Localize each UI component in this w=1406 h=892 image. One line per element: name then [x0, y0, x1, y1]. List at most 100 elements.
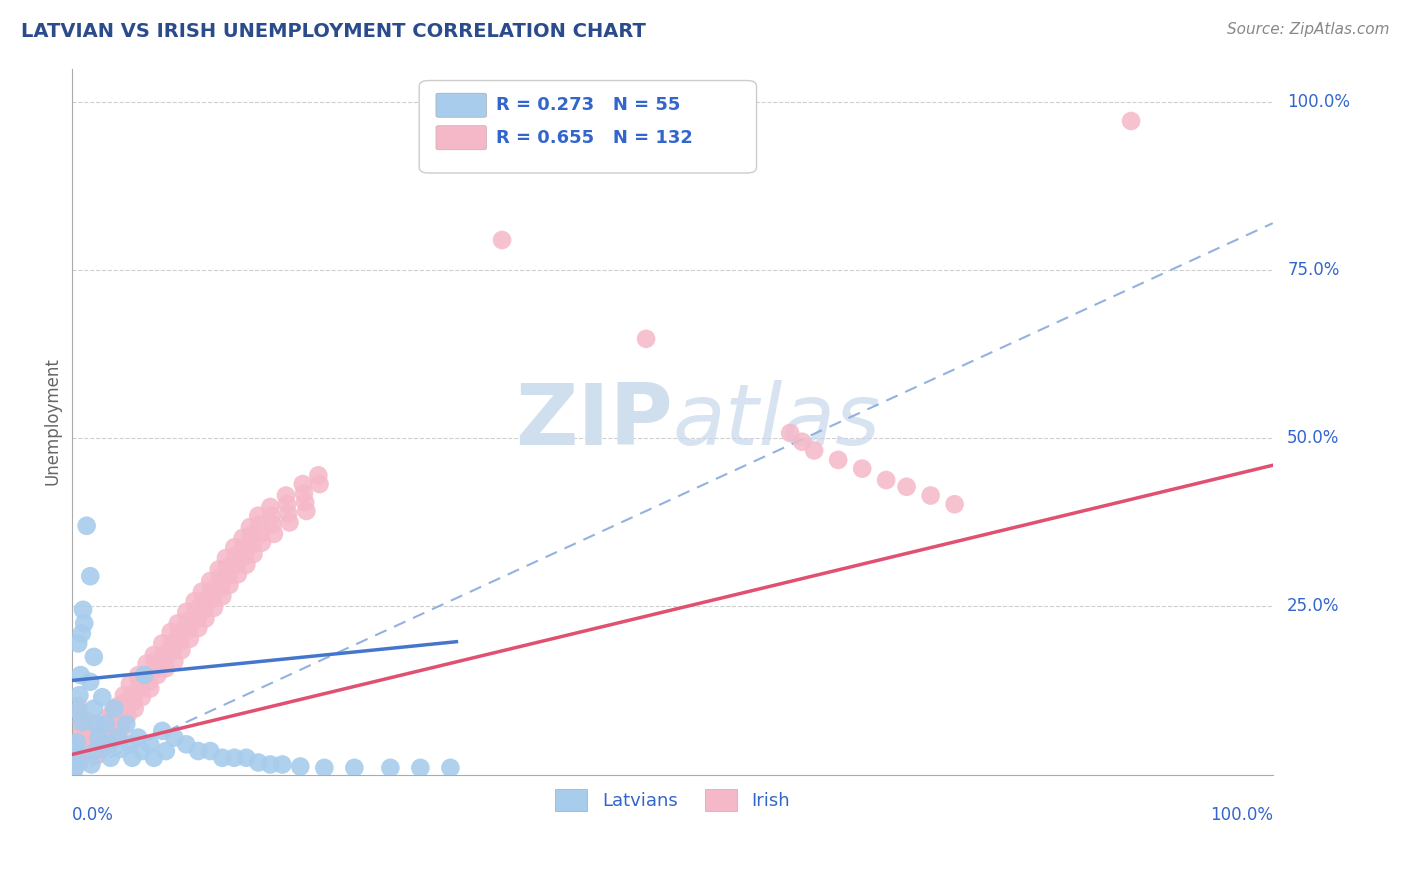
Point — [96, 719, 118, 733]
Point — [167, 616, 190, 631]
Text: 100.0%: 100.0% — [1209, 806, 1272, 824]
Point — [65, 719, 87, 733]
Point — [110, 713, 132, 727]
Text: R = 0.655   N = 132: R = 0.655 N = 132 — [496, 128, 693, 146]
Point — [101, 713, 124, 727]
Point — [110, 742, 132, 756]
Point — [263, 526, 285, 541]
Point — [76, 518, 98, 533]
Point — [70, 626, 93, 640]
Point — [83, 726, 105, 740]
Point — [292, 486, 315, 500]
Point — [169, 634, 191, 648]
Point — [118, 677, 141, 691]
Point — [129, 681, 152, 696]
Point — [150, 636, 173, 650]
Point — [235, 751, 257, 765]
Point — [201, 591, 224, 606]
Point — [167, 625, 190, 640]
Point — [218, 578, 240, 592]
Point — [215, 551, 238, 566]
Point — [63, 757, 86, 772]
Point — [117, 708, 139, 723]
Point — [225, 558, 247, 572]
Point — [65, 739, 87, 754]
Point — [155, 744, 177, 758]
Text: 25.0%: 25.0% — [1286, 598, 1340, 615]
Point — [100, 751, 122, 765]
Point — [271, 757, 294, 772]
Point — [115, 701, 138, 715]
Point — [63, 731, 86, 745]
Point — [343, 761, 366, 775]
Point — [209, 581, 232, 595]
Point — [94, 717, 117, 731]
Point — [409, 761, 432, 775]
Point — [134, 668, 156, 682]
Point — [138, 674, 160, 689]
Point — [97, 737, 120, 751]
Point — [84, 739, 107, 754]
Text: LATVIAN VS IRISH UNEMPLOYMENT CORRELATION CHART: LATVIAN VS IRISH UNEMPLOYMENT CORRELATIO… — [21, 22, 645, 41]
Point — [193, 603, 215, 617]
Point — [76, 719, 98, 733]
Point — [139, 681, 162, 696]
Point — [294, 495, 316, 509]
Point — [191, 594, 214, 608]
Point — [127, 731, 149, 745]
Point — [70, 726, 93, 740]
Point — [142, 648, 165, 662]
Point — [314, 761, 336, 775]
Point — [184, 603, 207, 617]
Point — [290, 759, 312, 773]
Point — [108, 706, 131, 720]
Point — [131, 744, 153, 758]
Point — [240, 529, 263, 543]
Y-axis label: Unemployment: Unemployment — [44, 358, 60, 485]
Point — [67, 688, 90, 702]
Point — [90, 732, 112, 747]
Point — [107, 731, 129, 745]
Point — [274, 489, 297, 503]
Point — [145, 661, 167, 675]
Point — [136, 668, 159, 682]
Text: atlas: atlas — [672, 380, 880, 463]
Point — [232, 541, 254, 555]
Point — [208, 571, 231, 585]
Point — [87, 719, 110, 733]
Point — [792, 434, 814, 449]
FancyBboxPatch shape — [436, 94, 486, 117]
Point — [63, 762, 86, 776]
Point — [291, 477, 314, 491]
Point — [240, 538, 263, 552]
Point — [260, 508, 283, 523]
Point — [250, 535, 273, 549]
Point — [896, 480, 918, 494]
Point — [191, 584, 214, 599]
Point — [920, 489, 942, 503]
Point — [75, 748, 97, 763]
Point — [67, 704, 90, 718]
Point — [122, 695, 145, 709]
Point — [66, 710, 89, 724]
Point — [91, 690, 114, 705]
Text: 0.0%: 0.0% — [72, 806, 114, 824]
Point — [233, 549, 256, 563]
Point — [200, 574, 222, 588]
Point — [67, 756, 90, 770]
Text: ZIP: ZIP — [515, 380, 672, 463]
Text: 100.0%: 100.0% — [1286, 93, 1350, 112]
Point — [170, 643, 193, 657]
Point — [163, 731, 186, 745]
Point — [242, 547, 264, 561]
Text: Source: ZipAtlas.com: Source: ZipAtlas.com — [1226, 22, 1389, 37]
Point — [115, 717, 138, 731]
Text: R = 0.273   N = 55: R = 0.273 N = 55 — [496, 96, 681, 114]
Point — [104, 729, 127, 743]
Point — [128, 674, 150, 689]
Point — [66, 735, 89, 749]
Point — [89, 726, 111, 740]
Point — [79, 569, 101, 583]
Point — [84, 748, 107, 763]
Point — [295, 504, 318, 518]
